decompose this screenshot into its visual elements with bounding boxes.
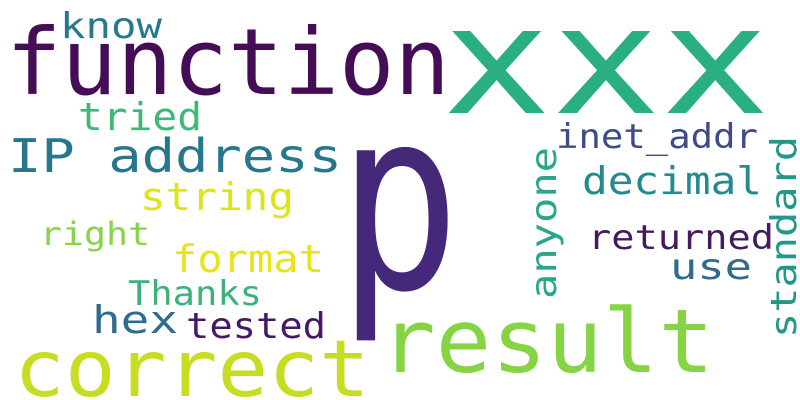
word-string: string	[140, 175, 294, 219]
word-ip-address: IP address	[8, 129, 342, 183]
word-anyone: anyone	[524, 147, 565, 299]
word-thanks: Thanks	[128, 274, 262, 314]
word-xxx: xxx	[442, 0, 770, 149]
word-tested: tested	[186, 306, 326, 347]
word-returned: returned	[588, 218, 774, 258]
word-correct: correct	[14, 325, 370, 400]
word-inet-addr: inet_addr	[556, 117, 758, 157]
word-function: function	[6, 9, 450, 116]
word-tried: tried	[78, 95, 202, 139]
word-right: right	[40, 215, 150, 253]
word-p: p	[338, 55, 460, 348]
word-standard: standard	[764, 136, 800, 338]
word-hex: hex	[92, 298, 178, 342]
word-know: know	[60, 6, 162, 47]
word-result: result	[380, 290, 714, 393]
word-format: format	[172, 237, 324, 281]
word-decimal: decimal	[582, 159, 762, 203]
word-use: use	[670, 247, 752, 288]
